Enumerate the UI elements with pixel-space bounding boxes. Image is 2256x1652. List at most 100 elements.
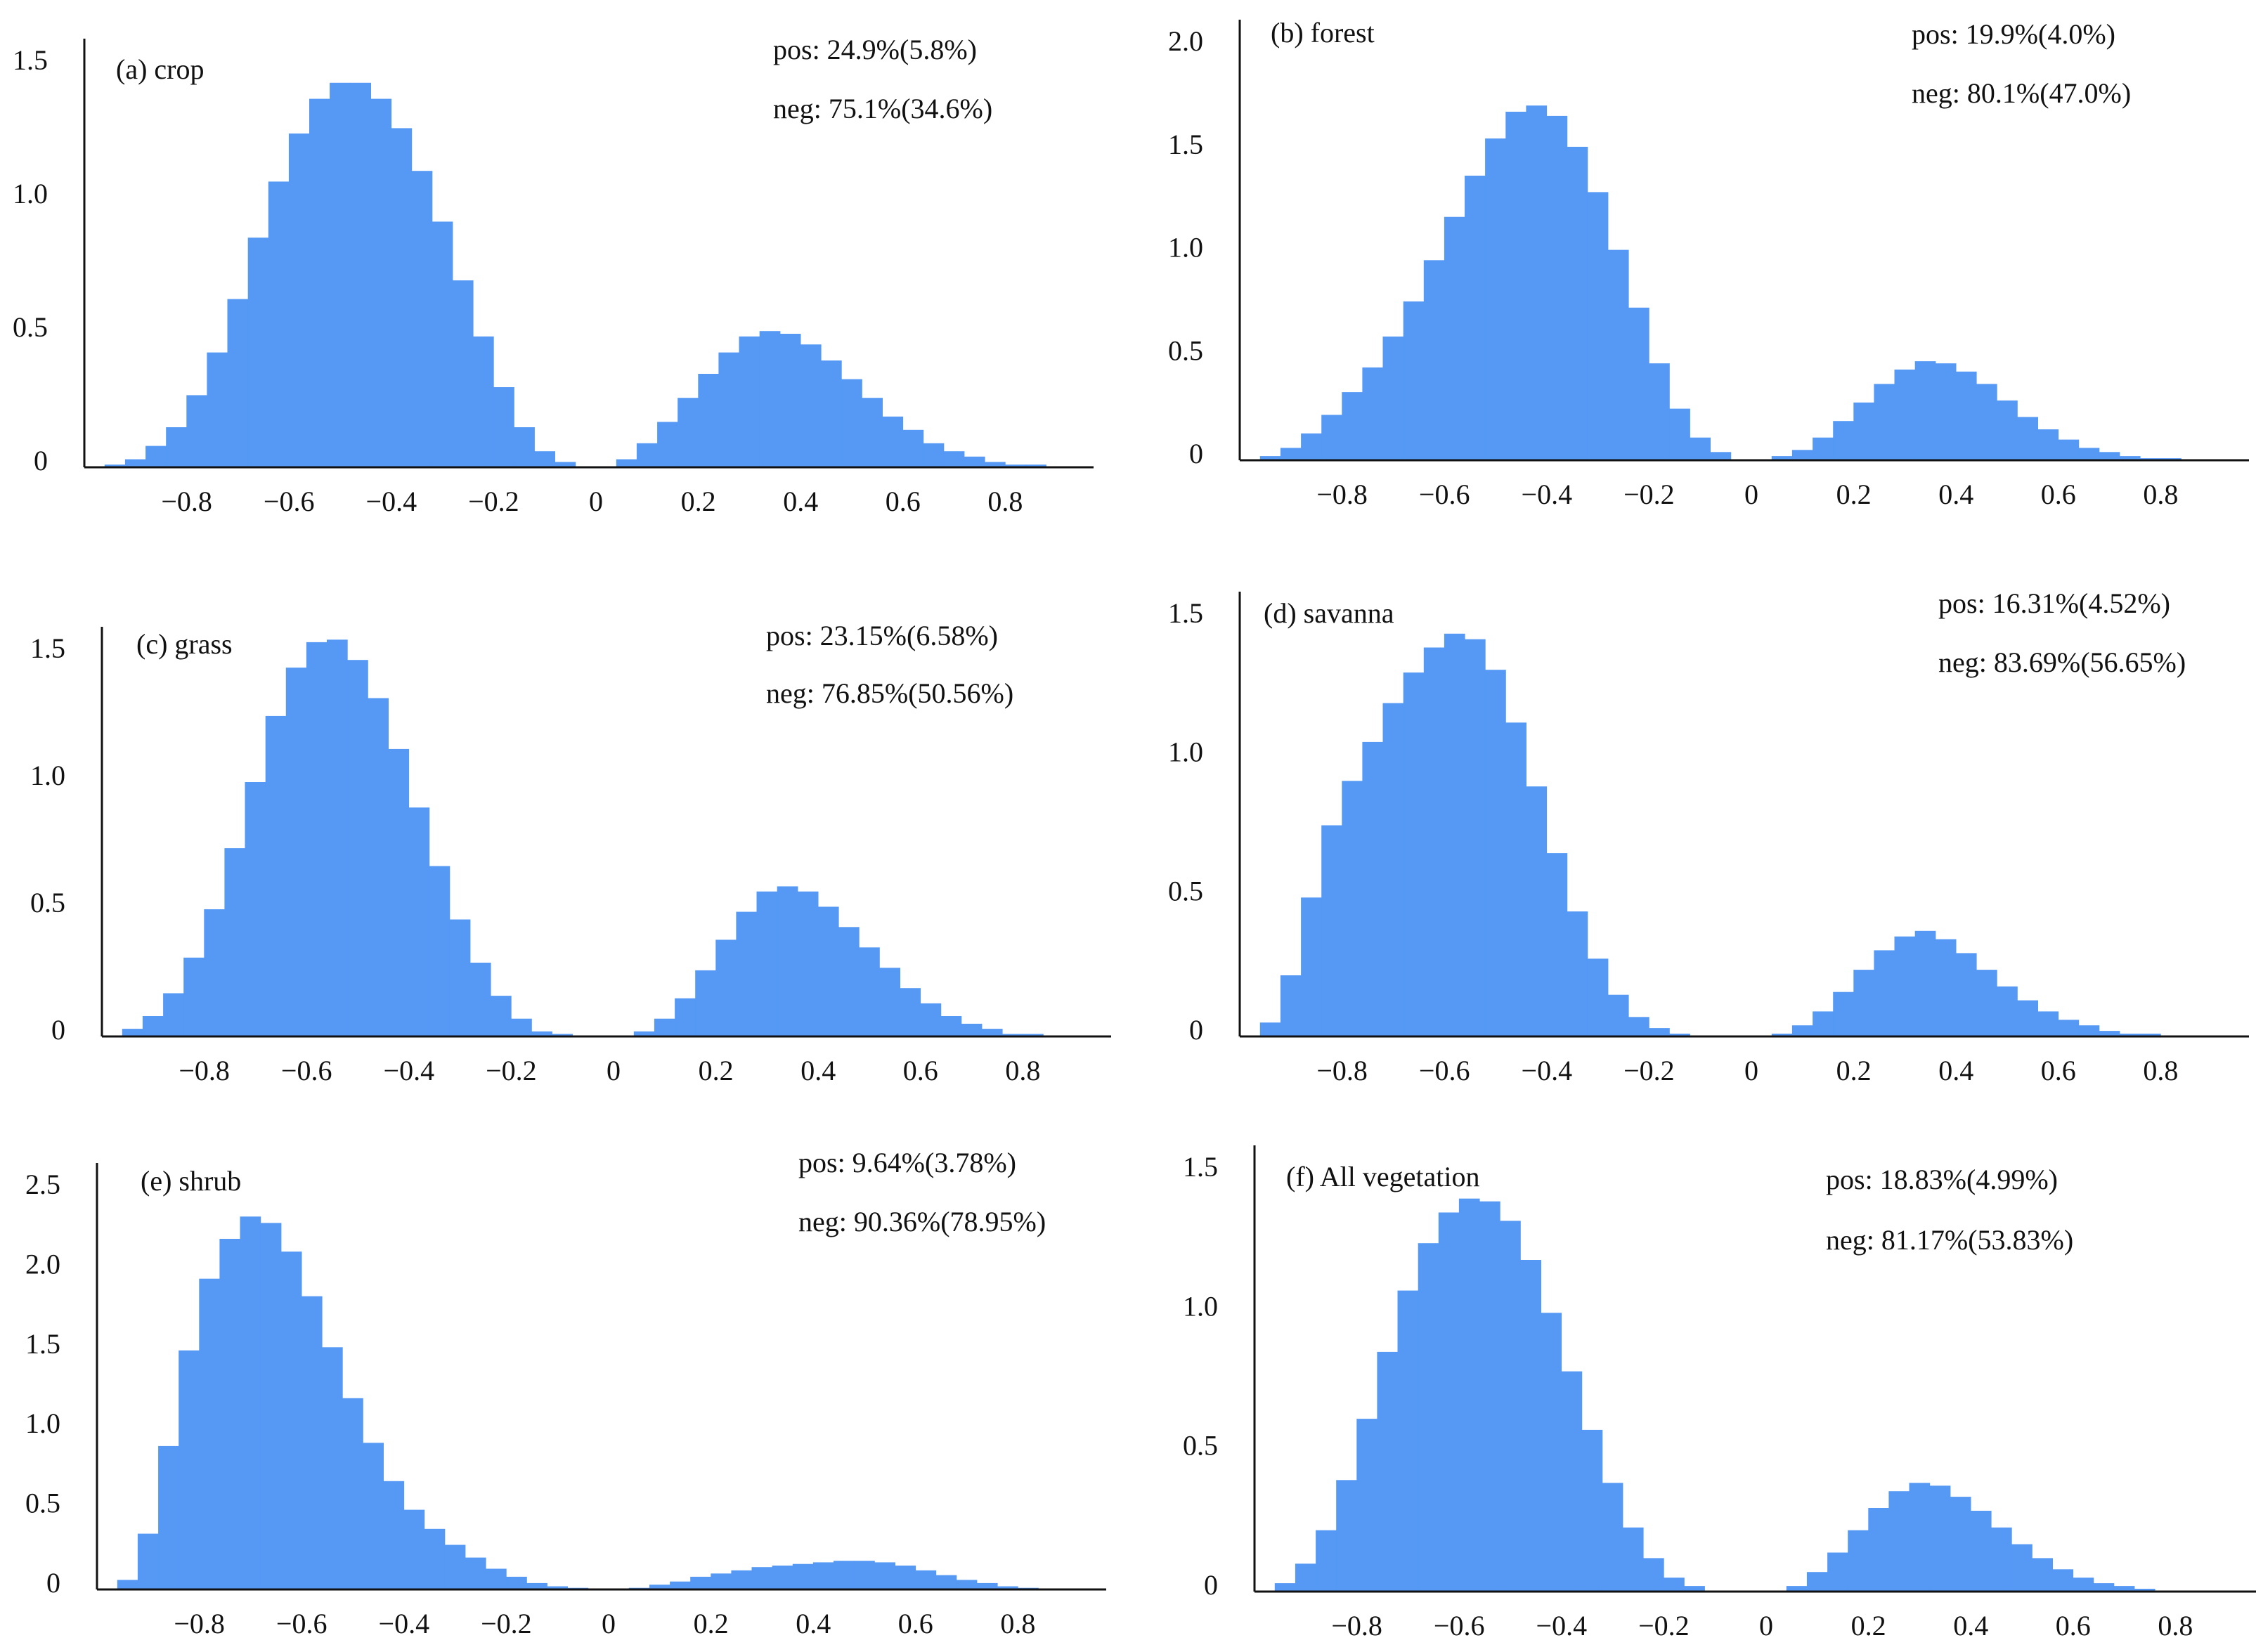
histogram-bar [1868, 1508, 1889, 1592]
histogram-bar [751, 1567, 773, 1589]
histogram-bar [678, 398, 699, 467]
histogram-bar [2099, 1031, 2120, 1036]
histogram-bar [199, 1278, 220, 1589]
histogram-bar [486, 1568, 507, 1589]
x-tick-label: 0.6 [2056, 1610, 2091, 1641]
histogram-bar [142, 1016, 164, 1036]
x-tick-label: −0.4 [384, 1055, 435, 1086]
histogram-bar [1833, 421, 1854, 460]
histogram-bar [2052, 1569, 2074, 1592]
histogram-bar [1356, 1419, 1377, 1592]
histogram-bar [166, 427, 187, 467]
y-tick-label: 0.5 [1168, 875, 1203, 906]
histogram-bar [981, 1029, 1003, 1036]
x-tick-label: −0.2 [481, 1608, 532, 1639]
histogram-bar [363, 1443, 384, 1589]
x-tick-label: −0.4 [1522, 479, 1573, 510]
x-tick-label: −0.6 [264, 486, 315, 517]
histogram-bar [859, 947, 880, 1036]
chart-panel-a: −0.8 −0.6 −0.4 −0.2 0 0.2 0.4 0.6 0.8 0 0.5 1.0 1.5 (… [13, 34, 1094, 517]
histogram-bar [874, 1562, 895, 1589]
histogram-bar [370, 98, 392, 468]
histogram-bar [183, 957, 205, 1036]
histogram-bar [812, 1562, 834, 1589]
histogram-bar [1581, 1429, 1603, 1592]
histogram-bar [163, 993, 184, 1036]
panel-title: (d) savanna [1264, 597, 1394, 629]
histogram-bar [1485, 670, 1506, 1036]
chart-panel-f: −0.8 −0.6 −0.4 −0.2 0 0.2 0.4 0.6 0.8 0 0.5 1.0 1.5 (… [1183, 1145, 2256, 1641]
x-tick-label: 0.2 [1836, 479, 1872, 510]
x-tick-label: 0.8 [2143, 479, 2178, 510]
x-tick-label: −0.2 [1623, 1055, 1675, 1086]
histogram-bar [124, 459, 146, 467]
histogram-bar [1465, 176, 1486, 460]
histogram-bar [1976, 970, 1997, 1036]
histogram-bar [1649, 1028, 1670, 1036]
histogram-bar [531, 1031, 552, 1036]
histogram-bar [1377, 1351, 1399, 1592]
y-tick-label: 0.5 [30, 887, 65, 918]
y-tick-label: 1.5 [13, 44, 48, 76]
y-tick-label: 1.5 [1168, 129, 1203, 160]
histogram-bar [1438, 1212, 1460, 1592]
histogram-bar [1280, 975, 1302, 1036]
y-tick-label: 2.0 [1168, 25, 1203, 57]
histogram-bar [1005, 464, 1026, 467]
histogram-bar [854, 1561, 875, 1589]
histogram-bar [1622, 1527, 1644, 1592]
histogram-bar [915, 1570, 937, 1589]
histogram-bar [265, 715, 287, 1036]
histogram-bar [1418, 1243, 1439, 1592]
histogram-bar [1874, 384, 1895, 460]
histogram-bar [322, 1347, 343, 1589]
histogram-bar [350, 82, 371, 468]
chart-panel-e: −0.8 −0.6 −0.4 −0.2 0 0.2 0.4 0.6 0.8 0 0.5 1.0 1.5 2… [25, 1147, 1106, 1639]
panel-title: (c) grass [136, 628, 233, 660]
histogram-bar [817, 906, 839, 1036]
histogram-bar [207, 352, 228, 467]
histogram-bar [547, 1586, 568, 1589]
histogram-bar [879, 968, 900, 1036]
histogram-bar [1791, 450, 1813, 460]
pos-annotation: pos: 18.83%(4.99%) [1826, 1164, 2058, 1195]
x-tick-label: 0 [602, 1608, 616, 1639]
y-tick-label: 1.5 [1168, 597, 1203, 629]
histogram-bar [961, 1023, 983, 1036]
histogram-bar [1321, 415, 1342, 460]
histogram-bar [465, 1557, 486, 1589]
histogram-bar [179, 1350, 200, 1589]
histogram-bar [792, 1563, 814, 1589]
histogram-bar [1997, 400, 2018, 460]
histogram-bar [2134, 1589, 2155, 1592]
histogram-bar [777, 886, 798, 1036]
histogram-bar [2011, 1544, 2033, 1592]
x-tick-label: −0.8 [1316, 479, 1368, 510]
histogram-bar [943, 451, 965, 467]
histogram-bar [388, 748, 410, 1036]
y-tick-label: 0.5 [25, 1488, 60, 1519]
histogram-bar [1479, 1201, 1500, 1592]
x-tick-label: −0.6 [281, 1055, 332, 1086]
histogram-bar [1771, 1034, 1793, 1036]
histogram-bar [2017, 1000, 2038, 1036]
histogram-bar [245, 782, 266, 1036]
x-tick-label: 0.4 [800, 1055, 836, 1086]
histogram-bar [1914, 930, 1936, 1036]
x-tick-label: 0.2 [1851, 1610, 1886, 1641]
histogram-bar [1500, 1221, 1521, 1592]
histogram-bar [821, 360, 842, 467]
histogram-bar [301, 1296, 323, 1589]
neg-annotation: neg: 90.36%(78.95%) [798, 1206, 1046, 1237]
histogram-bar [882, 416, 904, 467]
histogram-bar [1520, 1260, 1541, 1592]
x-tick-label: −0.2 [486, 1055, 537, 1086]
histogram-bar [2078, 1025, 2100, 1036]
histogram-bar [772, 1566, 793, 1589]
histogram-bar [739, 336, 760, 467]
histogram-bar [1833, 991, 1854, 1036]
histogram-bar [1465, 639, 1486, 1036]
histogram-bar [2017, 417, 2038, 460]
histogram-bar [511, 1018, 532, 1036]
